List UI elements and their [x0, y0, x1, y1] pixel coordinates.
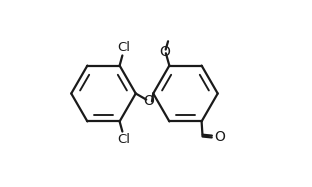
- Text: O: O: [214, 131, 225, 144]
- Text: O: O: [144, 94, 154, 108]
- Text: O: O: [159, 45, 170, 59]
- Text: Cl: Cl: [117, 133, 130, 146]
- Text: Cl: Cl: [117, 41, 130, 54]
